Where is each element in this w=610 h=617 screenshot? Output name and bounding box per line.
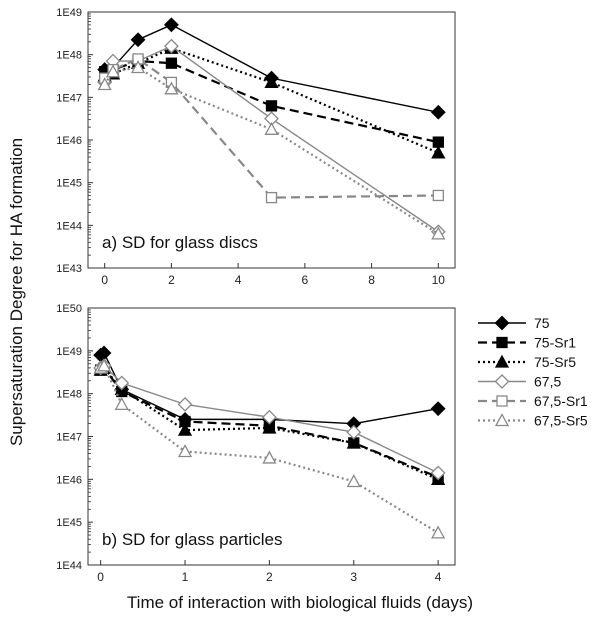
data-point-67,5 xyxy=(261,409,277,425)
data-point-75-Sr5 xyxy=(264,75,279,89)
data-point-67,5-Sr1 xyxy=(432,189,444,202)
data-point-75-Sr5 xyxy=(346,435,361,449)
x-tick-label: 2 xyxy=(266,570,273,584)
x-tick-label: 0 xyxy=(97,570,104,584)
data-point-67,5-Sr5 xyxy=(431,226,446,240)
y-tick-label: 1E45 xyxy=(56,517,82,529)
data-point-67,5-Sr5 xyxy=(114,397,129,411)
data-point-67,5-Sr5 xyxy=(105,64,121,78)
data-point-67,5-Sr5 xyxy=(177,444,193,458)
data-point-67,5-Sr5 xyxy=(130,60,146,74)
x-tick-label: 10 xyxy=(432,273,446,287)
series-line-67,5-Sr5 xyxy=(103,66,439,235)
plot-frame xyxy=(87,11,456,269)
data-point-75-Sr1 xyxy=(265,100,278,112)
data-point-67,5-Sr5 xyxy=(97,77,112,91)
series-line-75 xyxy=(104,24,439,113)
legend-marker-67,5-Sr5 xyxy=(494,413,510,427)
data-point-67,5 xyxy=(114,375,130,391)
y-tick-label: 1E47 xyxy=(56,432,82,444)
y-axis-title: Supersaturation Degree for HA formation xyxy=(7,138,26,446)
data-point-67,5-Sr5 xyxy=(262,450,277,464)
x-tick-label: 4 xyxy=(235,273,242,287)
panel-title: a) SD for glass discs xyxy=(102,233,258,252)
y-tick-label: 1E45 xyxy=(56,178,82,190)
data-point-67,5 xyxy=(177,396,193,412)
legend: 75 75-Sr1 75-Sr5 67,5 67,5-Sr1 67,5-Sr5 xyxy=(478,315,588,429)
data-point-67,5-Sr5 xyxy=(164,81,179,95)
series-line-67,5-Sr1 xyxy=(103,57,439,199)
data-point-75-Sr5 xyxy=(262,420,277,434)
data-point-67,5-Sr5 xyxy=(96,358,112,372)
legend-label-67,5: 67,5 xyxy=(534,374,561,390)
series-line-67,5-Sr5 xyxy=(100,364,439,534)
data-point-67,5 xyxy=(163,38,179,54)
y-tick-label: 1E47 xyxy=(56,92,82,104)
plot-frame xyxy=(87,307,456,566)
y-tick-label: 1E49 xyxy=(56,346,82,358)
data-point-75-Sr5 xyxy=(177,422,193,436)
legend-marker-75 xyxy=(494,315,510,331)
data-point-67,5 xyxy=(346,424,362,440)
data-point-67,5-Sr5 xyxy=(264,121,279,135)
panel-title: b) SD for glass particles xyxy=(102,530,282,549)
x-axis-title: Time of interaction with biological flui… xyxy=(127,593,473,612)
data-point-75 xyxy=(430,104,446,120)
legend-marker-75-Sr5 xyxy=(494,354,510,368)
panel-a-glass-discs: 1E43 1E44 1E45 1E46 1E47 1E48 1E49 0 2 4 6 8 10 a) SD… xyxy=(56,7,456,287)
x-tick-label: 6 xyxy=(302,273,309,287)
y-tick-label: 1E49 xyxy=(56,7,82,19)
data-point-67,5-Sr5 xyxy=(431,525,446,539)
legend-label-75-Sr1: 75-Sr1 xyxy=(534,335,576,351)
y-tick-label: 1E48 xyxy=(56,50,82,62)
legend-label-67,5-Sr1: 67,5-Sr1 xyxy=(534,393,588,409)
x-tick-label: 0 xyxy=(101,273,108,287)
data-point-67,5-Sr5 xyxy=(346,474,361,488)
y-tick-label: 1E46 xyxy=(56,474,82,486)
y-tick-label: 1E50 xyxy=(56,303,82,315)
data-point-75 xyxy=(163,17,179,33)
x-tick-label: 4 xyxy=(435,570,442,584)
data-point-67,5 xyxy=(430,465,446,481)
legend-label-75-Sr5: 75-Sr5 xyxy=(534,354,576,370)
data-point-75-Sr5 xyxy=(431,145,446,159)
data-point-75 xyxy=(430,401,446,417)
x-tick-label: 8 xyxy=(368,273,375,287)
data-point-67,5-Sr1 xyxy=(265,191,278,204)
y-tick-label: 1E46 xyxy=(56,135,82,147)
legend-marker-67,5 xyxy=(494,374,510,389)
y-tick-label: 1E44 xyxy=(56,560,82,572)
legend-label-75: 75 xyxy=(534,315,550,331)
y-tick-label: 1E43 xyxy=(56,263,82,275)
legend-label-67,5-Sr5: 67,5-Sr5 xyxy=(534,413,588,429)
legend-marker-67,5-Sr1 xyxy=(496,395,508,407)
data-point-75-Sr1 xyxy=(165,57,178,69)
legend-marker-75-Sr1 xyxy=(496,336,508,349)
y-tick-label: 1E48 xyxy=(56,389,82,401)
panel-b-glass-particles: 1E44 1E45 1E46 1E47 1E48 1E49 1E50 0 1 2 3 4 b) SD f… xyxy=(56,303,456,584)
x-tick-label: 3 xyxy=(350,570,357,584)
x-tick-label: 2 xyxy=(168,273,175,287)
x-tick-label: 1 xyxy=(182,570,189,584)
data-point-75 xyxy=(130,32,146,48)
y-tick-label: 1E44 xyxy=(56,220,82,232)
